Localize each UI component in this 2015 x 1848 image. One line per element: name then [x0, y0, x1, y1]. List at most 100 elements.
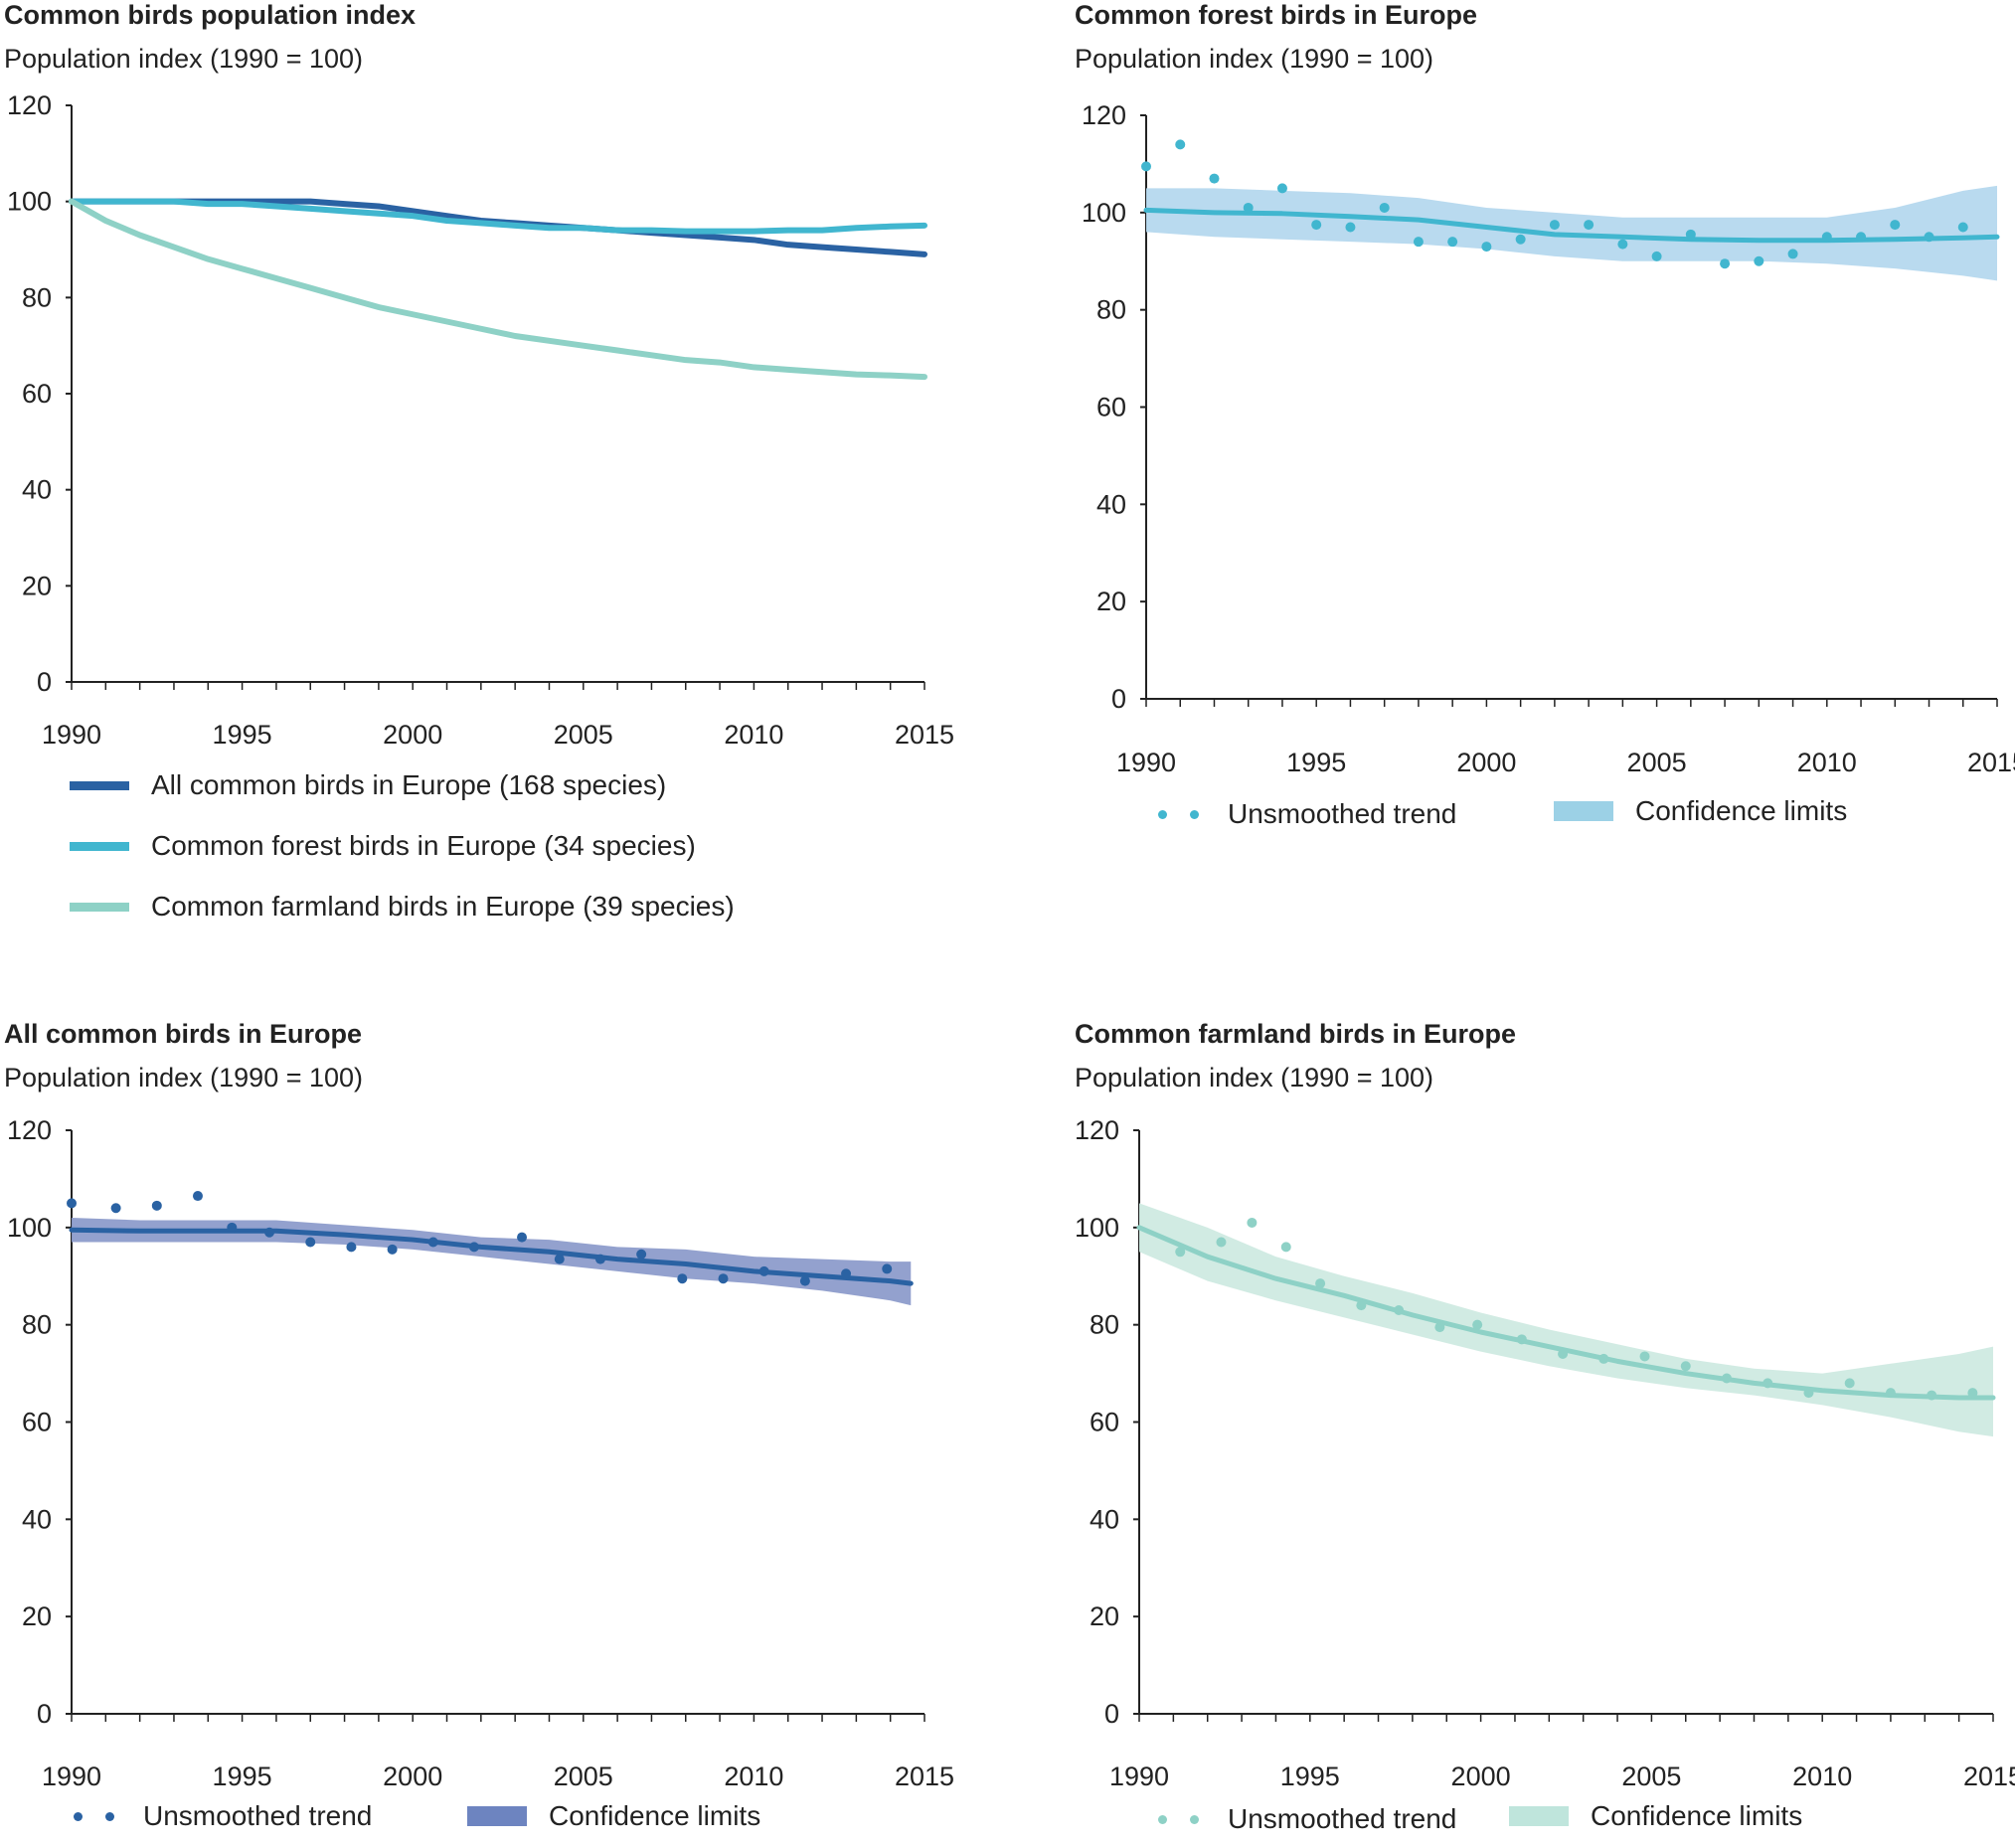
y-tick-label: 0 [1104, 1699, 1119, 1729]
x-tick-label: 1995 [1280, 1762, 1340, 1791]
unsmoothed-point [1515, 234, 1526, 245]
unsmoothed-point [227, 1222, 238, 1233]
y-tick-label: 40 [22, 1504, 52, 1534]
y-tick-label: 0 [1111, 684, 1126, 714]
y-axis-label: Population index (1990 = 100) [4, 44, 364, 74]
y-tick-label: 100 [7, 1213, 52, 1243]
unsmoothed-point [1787, 249, 1798, 259]
x-tick-label: 2015 [1963, 1762, 2015, 1791]
unsmoothed-point [1280, 1242, 1291, 1253]
unsmoothed-point [1754, 255, 1764, 266]
legend-item-forest: Common forest birds in Europe (34 specie… [70, 830, 696, 862]
unsmoothed-point [427, 1237, 438, 1248]
legend-swatch [70, 780, 129, 790]
y-tick-label: 40 [1096, 489, 1126, 519]
unsmoothed-point [1885, 1388, 1896, 1399]
unsmoothed-point [1844, 1378, 1855, 1389]
unsmoothed-point [192, 1191, 203, 1202]
unsmoothed-point [1803, 1388, 1814, 1399]
y-tick-label: 120 [1075, 1115, 1119, 1145]
unsmoothed-point [1924, 232, 1934, 243]
confidence-band [1139, 1203, 1993, 1437]
x-tick-label: 2000 [1456, 748, 1516, 777]
smoothed-trend-line [69, 1227, 914, 1286]
chart-panel-common-birds: Common birds population index Population… [0, 0, 1007, 924]
legend-label: Confidence limits [1591, 1800, 1803, 1831]
unsmoothed-point [1639, 1351, 1650, 1362]
y-axis-label: Population index (1990 = 100) [4, 1063, 364, 1092]
legend-swatch [70, 902, 129, 912]
unsmoothed-point [1721, 1373, 1732, 1384]
unsmoothed-point [110, 1203, 121, 1214]
chart-svg: 0 20 40 60 80 100 120 1990 1995 2000 2005 2010 2015 [1075, 1115, 2015, 1791]
unsmoothed-point [1447, 237, 1458, 248]
x-tick-label: 1995 [1286, 748, 1346, 777]
chart-svg: 0 20 40 60 80 100 120 1990 1995 2000 2005 2010 2015 [7, 1115, 954, 1791]
unsmoothed-point [1472, 1319, 1483, 1330]
x-tick-label: 2015 [895, 1762, 954, 1791]
unsmoothed-point [882, 1263, 893, 1274]
unsmoothed-point [636, 1249, 647, 1260]
legend-item-unsmoothed: Unsmoothed trend [1146, 1803, 1456, 1835]
x-tick-label: 1990 [1116, 748, 1176, 777]
y-tick-label: 40 [22, 475, 52, 505]
unsmoothed-point [1345, 222, 1356, 233]
y-tick-label: 80 [22, 282, 52, 312]
unsmoothed-point [594, 1254, 605, 1264]
chart-panel-farmland-birds: Common farmland birds in Europe Populati… [1007, 1019, 2015, 1848]
unsmoothed-point [517, 1232, 528, 1243]
x-tick-label: 2000 [383, 1762, 442, 1791]
legend-item-unsmoothed: Unsmoothed trend [62, 1800, 372, 1832]
x-tick-label: 2005 [554, 1762, 613, 1791]
unsmoothed-point [305, 1237, 316, 1248]
unsmoothed-point [1516, 1334, 1527, 1345]
legend-label: Unsmoothed trend [143, 1800, 373, 1831]
y-tick-label: 80 [1090, 1310, 1119, 1340]
legend-label: Confidence limits [549, 1800, 761, 1831]
legend-label: All common birds in Europe (168 species) [151, 769, 667, 800]
legend-item-unsmoothed: Unsmoothed trend [1146, 798, 1456, 830]
unsmoothed-point [1356, 1300, 1367, 1311]
legend-dots-swatch [62, 1809, 121, 1823]
unsmoothed-point [346, 1242, 357, 1253]
x-tick-label: 2005 [1627, 748, 1687, 777]
unsmoothed-point [1175, 1247, 1186, 1258]
unsmoothed-point [151, 1200, 162, 1211]
x-tick-label: 1990 [42, 1762, 101, 1791]
legend-label: Unsmoothed trend [1228, 798, 1457, 829]
x-tick-label: 2010 [724, 1762, 783, 1791]
unsmoothed-point [1967, 1388, 1978, 1399]
chart-svg: 0 20 40 60 80 100 120 1990 1995 2000 2005 2010 2015 [1082, 100, 2015, 777]
y-tick-label: 20 [1096, 587, 1126, 616]
confidence-band [72, 1218, 912, 1306]
y-tick-label: 0 [37, 1699, 52, 1729]
unsmoothed-point [1598, 1353, 1609, 1364]
legend-label: Common farmland birds in Europe (39 spec… [151, 891, 735, 922]
chart-panel-all-birds: All common birds in Europe Population in… [0, 1019, 1007, 1848]
unsmoothed-point [1481, 242, 1492, 252]
unsmoothed-point [1957, 222, 1968, 233]
y-axis-label: Population index (1990 = 100) [1075, 1063, 1434, 1092]
unsmoothed-point [1927, 1390, 1937, 1401]
unsmoothed-point [1413, 237, 1424, 248]
chart-panel-forest-birds: Common forest birds in Europe Population… [1007, 0, 2015, 924]
unsmoothed-point [468, 1242, 479, 1253]
unsmoothed-point [1243, 202, 1254, 213]
unsmoothed-point [1216, 1237, 1227, 1248]
y-tick-label: 60 [1090, 1408, 1119, 1437]
unsmoothed-point [718, 1273, 729, 1284]
unsmoothed-point [1584, 220, 1595, 231]
legend-label: Unsmoothed trend [1228, 1803, 1457, 1834]
legend-dots-swatch [1146, 1812, 1206, 1826]
legend-swatch [70, 841, 129, 851]
unsmoothed-point [1311, 220, 1322, 231]
x-tick-label: 1990 [1109, 1762, 1169, 1791]
unsmoothed-point [1247, 1217, 1258, 1228]
unsmoothed-point [1680, 1361, 1691, 1372]
y-tick-label: 100 [1075, 1213, 1119, 1243]
x-tick-label: 2010 [1797, 748, 1857, 777]
x-tick-label: 2005 [554, 720, 613, 750]
unsmoothed-point [1209, 173, 1220, 184]
legend-item-confidence: Confidence limits [1554, 795, 1847, 827]
y-tick-label: 80 [22, 1310, 52, 1340]
